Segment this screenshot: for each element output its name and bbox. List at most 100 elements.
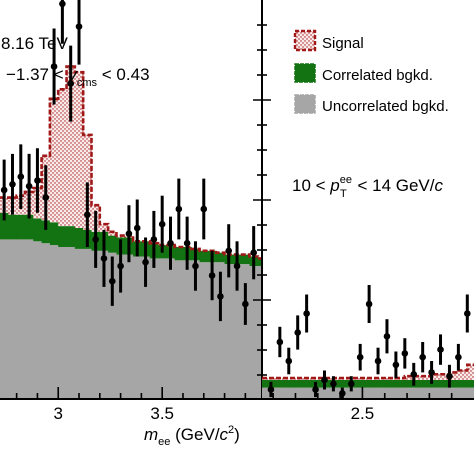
- left-bar-uncorrelated: [58, 247, 67, 399]
- legend-label-correlated: Correlated bgkd.: [322, 67, 433, 84]
- right-bar-uncorrelated: [449, 387, 459, 399]
- right-bar-uncorrelated: [315, 387, 325, 399]
- left-bar-uncorrelated: [241, 264, 250, 399]
- right-bar-correlated: [369, 380, 379, 388]
- right-bar-signal: [270, 378, 281, 380]
- left-bar-correlated: [66, 226, 76, 247]
- right-bar-correlated: [306, 380, 316, 388]
- right-bar-uncorrelated: [288, 387, 299, 399]
- left-bar-correlated: [58, 226, 67, 247]
- left-bar-uncorrelated: [158, 258, 167, 399]
- left-bar-correlated: [74, 228, 84, 249]
- right-data-point: [392, 351, 400, 379]
- right-bar-correlated: [431, 380, 441, 388]
- left-bar-uncorrelated: [66, 247, 76, 399]
- left-bar-uncorrelated: [149, 258, 159, 399]
- right-data-point: [401, 338, 409, 369]
- left-data-point: [133, 199, 141, 257]
- right-axes: 2.5: [262, 387, 474, 423]
- left-bar-uncorrelated: [83, 248, 92, 399]
- legend-label-uncorrelated: Uncorrelated bgkd.: [322, 98, 449, 115]
- left-bar-correlated: [174, 247, 184, 261]
- left-bar-correlated: [49, 222, 59, 246]
- left-data-point: [75, 0, 83, 65]
- left-bar-correlated: [241, 254, 250, 265]
- left-data-point: [158, 195, 166, 253]
- left-bar-uncorrelated: [16, 239, 26, 399]
- left-bar-correlated: [216, 252, 225, 263]
- left-bar-correlated: [24, 214, 34, 240]
- right-bar-signal: [413, 376, 424, 380]
- right-data-point: [321, 370, 328, 390]
- right-bar-signal: [467, 364, 474, 380]
- right-bar-signal: [369, 378, 379, 380]
- right-bar-correlated: [315, 380, 325, 388]
- left-bar-uncorrelated: [232, 264, 242, 399]
- right-data-point: [356, 343, 364, 371]
- left-bar-uncorrelated: [207, 262, 217, 399]
- left-data-point: [34, 148, 41, 213]
- right-bar-uncorrelated: [378, 387, 388, 399]
- left-x-tick-label: 3: [53, 404, 62, 423]
- right-x-tick-label: 2.5: [351, 404, 375, 423]
- right-bar-correlated: [351, 380, 361, 388]
- right-bar-uncorrelated: [467, 387, 474, 399]
- right-bar-correlated: [404, 380, 415, 388]
- legend-swatch-signal: [293, 29, 317, 52]
- annotation-pt-range: 10 < pee T < 14 GeV/c: [292, 174, 444, 200]
- left-bar-signal: [49, 98, 59, 223]
- right-bar-uncorrelated: [279, 387, 290, 399]
- right-bar-correlated: [270, 380, 281, 388]
- right-data-point: [428, 361, 435, 384]
- right-data-point: [446, 364, 453, 388]
- right-bar-uncorrelated: [458, 387, 468, 399]
- left-data-point: [84, 182, 91, 247]
- right-bar-uncorrelated: [262, 387, 272, 399]
- left-data-point: [50, 28, 58, 105]
- left-signal-outline: [0, 65, 262, 260]
- right-data-point: [383, 319, 391, 354]
- annotation-rapidity: −1.37 < ycms < 0.43: [6, 65, 150, 89]
- right-data-point: [294, 315, 302, 350]
- right-bar-uncorrelated: [324, 387, 334, 399]
- right-bar-signal: [422, 376, 432, 380]
- left-bar-uncorrelated: [191, 260, 201, 399]
- left-bar-uncorrelated: [33, 241, 42, 399]
- left-data-point: [150, 210, 158, 268]
- right-data-point: [374, 347, 382, 375]
- left-bar-uncorrelated: [108, 252, 117, 399]
- left-bar-uncorrelated: [224, 264, 234, 399]
- right-bar-correlated: [395, 380, 406, 388]
- right-bar-correlated: [333, 380, 343, 388]
- right-bar-uncorrelated: [386, 387, 397, 399]
- right-bar-signal: [395, 378, 406, 380]
- legend-label-signal: Signal: [322, 35, 364, 52]
- left-bar-uncorrelated: [141, 256, 151, 399]
- left-bar-correlated: [41, 220, 51, 244]
- left-bar-correlated: [33, 218, 42, 242]
- legend: Signal Correlated bgkd. Uncorrelated bgk…: [293, 29, 449, 115]
- right-bar-correlated: [324, 380, 334, 388]
- right-bar-uncorrelated: [351, 387, 361, 399]
- left-bar-uncorrelated: [257, 266, 263, 399]
- right-bar-correlated: [342, 380, 352, 388]
- left-data-point: [217, 271, 224, 322]
- right-signal-outline: [262, 363, 474, 380]
- right-data-point: [267, 381, 275, 398]
- left-bar-uncorrelated: [116, 254, 126, 399]
- right-bar-correlated: [467, 380, 474, 388]
- right-data-point: [365, 285, 373, 323]
- right-bar-correlated: [279, 380, 290, 388]
- left-data-point: [100, 229, 108, 287]
- right-bar-correlated: [440, 380, 450, 388]
- right-data-point: [347, 376, 355, 392]
- right-bar-correlated: [262, 380, 272, 388]
- left-data-point: [9, 153, 16, 215]
- left-bar-correlated: [0, 212, 9, 240]
- left-data-point: [108, 256, 116, 306]
- left-data-point: [142, 237, 149, 287]
- left-data-point: [208, 250, 216, 301]
- right-bar-signal: [449, 372, 459, 380]
- right-bar-uncorrelated: [404, 387, 415, 399]
